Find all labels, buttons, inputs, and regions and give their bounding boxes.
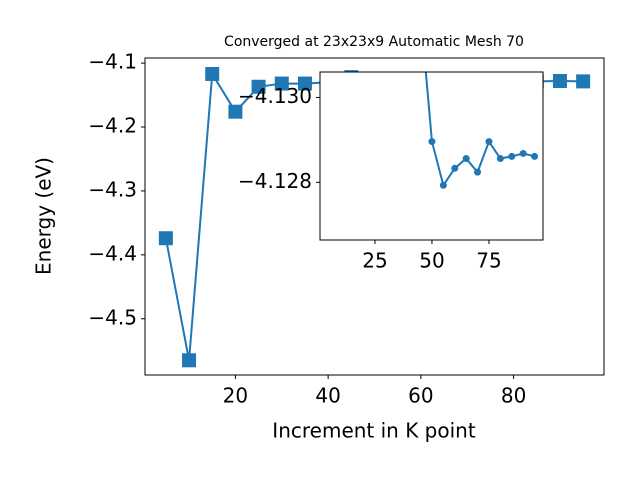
x-tick-label: 50 <box>419 249 444 273</box>
axes-frame <box>144 57 605 376</box>
x-tick-label: 80 <box>501 384 526 408</box>
y-axis-label: Energy (eV) <box>32 157 56 275</box>
y-tick-label: −4.3 <box>88 177 137 201</box>
y-tick-label: −4.130 <box>238 84 312 108</box>
marker <box>496 155 504 163</box>
marker <box>228 104 243 119</box>
y-tick-label: −4.4 <box>88 241 137 265</box>
plot-area <box>320 72 543 240</box>
x-axis-label: Increment in K point <box>272 419 476 443</box>
marker <box>205 66 220 81</box>
x-tick-label: 25 <box>362 249 387 273</box>
y-tick-label: −4.2 <box>88 114 137 138</box>
marker <box>576 74 591 89</box>
marker <box>158 231 173 246</box>
marker <box>451 164 459 172</box>
x-tick-label: 75 <box>476 249 501 273</box>
marker <box>552 74 567 89</box>
y-tick-label: −4.128 <box>238 169 312 193</box>
y-tick-label: −4.1 <box>88 50 137 74</box>
plot-layer <box>417 9 539 189</box>
marker <box>531 152 539 160</box>
marker <box>462 155 470 163</box>
marker <box>182 353 197 368</box>
marker <box>428 138 436 146</box>
chart-title: Converged at 23x23x9 Automatic Mesh 70 <box>224 34 524 50</box>
marker <box>297 76 312 91</box>
marker <box>474 168 482 176</box>
marker <box>274 76 289 91</box>
x-tick-label: 40 <box>315 384 340 408</box>
marker <box>251 79 266 94</box>
y-tick-label: −4.5 <box>88 305 137 329</box>
x-tick-label: 20 <box>223 384 248 408</box>
x-tick-label: 60 <box>408 384 433 408</box>
marker <box>519 149 527 157</box>
axes-frame <box>319 71 544 241</box>
marker <box>439 181 447 189</box>
marker <box>417 9 424 16</box>
marker <box>508 152 516 160</box>
marker <box>485 138 493 146</box>
